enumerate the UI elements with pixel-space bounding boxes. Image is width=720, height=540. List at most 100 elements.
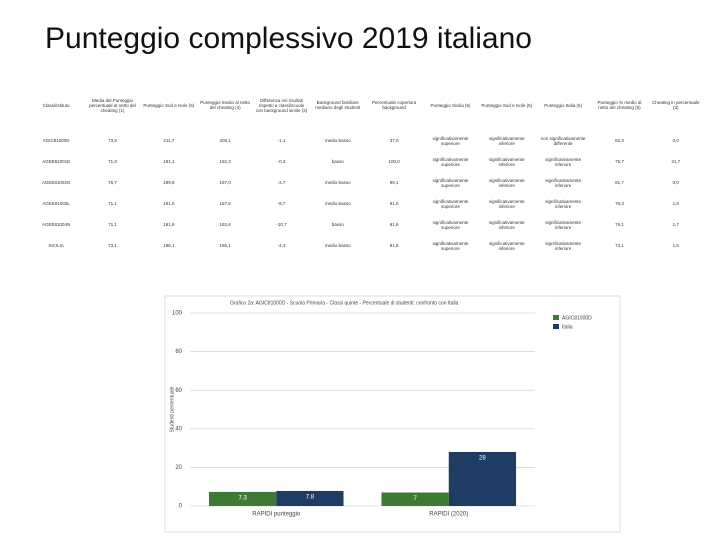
table-cell: 91,6 [389, 222, 399, 227]
table-cell: 99,1 [389, 180, 399, 185]
table-cell: Punteggio % medio al netto del cheating … [597, 100, 642, 110]
table-cell: -1,1 [277, 138, 286, 143]
table-cell: significativamente inferiore [488, 135, 525, 146]
table-cell: 191,8 [163, 222, 175, 227]
table-cell: significativamente inferiore [488, 198, 525, 209]
table-cell: 71,9 [108, 159, 117, 164]
table-cell: 197,0 [219, 180, 231, 185]
table-cell: significativamente superiore [432, 240, 469, 251]
y-tick-label: 100 [172, 311, 183, 317]
value-label: 7.8 [306, 495, 315, 501]
table-cell: 71,1 [108, 222, 117, 227]
x-tick-label: RAPIDI punteggio [252, 512, 301, 518]
table-cell: Punteggio Sud e Isole (5) [143, 102, 195, 108]
table-row: SICILIA 73,1 196,1 196,1 -4,3 medio-basso 91,8… [28, 235, 704, 256]
table-cell: AGEE81001E [42, 159, 71, 164]
table-cell: significativamente inferiore [545, 156, 581, 167]
table-cell: 182,6 [219, 222, 231, 227]
table-cell: 187,6 [219, 201, 231, 206]
table-cell: significativamente inferiore [545, 219, 581, 230]
table-row: Classi/Istituto Media del Punteggio perce… [28, 80, 704, 130]
table-row: AGEE81001E 71,9 191,1 192,3 -0,3 basso 100,0 si… [28, 151, 704, 172]
table-cell: significativamente superiore [432, 219, 469, 230]
table-cell: significativamente superiore [432, 198, 469, 209]
table-row: AGIC81000D 73,8 211,7 208,1 -1,1 medio-basso 3… [28, 130, 704, 151]
bar [381, 492, 449, 506]
table-cell: 211,7 [163, 138, 175, 143]
table-cell: 192,3 [219, 159, 231, 164]
table-cell: 81,7 [615, 180, 624, 185]
y-tick-label: 80 [175, 349, 182, 355]
table-cell: 21,7 [671, 159, 681, 164]
table-cell: 91,8 [389, 201, 399, 206]
value-label: 7 [413, 496, 417, 502]
table-cell: medio-basso [324, 138, 351, 143]
table-cell: 191,8 [163, 201, 175, 206]
table-cell: significativamente inferiore [488, 240, 525, 251]
table-cell: 0,0 [672, 138, 679, 143]
legend-swatch [553, 324, 559, 329]
table-cell: medio-basso [324, 180, 351, 185]
table-cell: 76,7 [108, 180, 117, 185]
table-cell: significativamente superiore [432, 156, 469, 167]
table-cell: 1,6 [672, 243, 679, 248]
table-cell: 100,0 [388, 159, 400, 164]
table-row: AGEE81003L 71,1 191,8 187,6 -8,7 medio-basso 9… [28, 193, 704, 214]
legend-label: Italia [562, 324, 573, 330]
table-cell: significativamente superiore [432, 135, 469, 146]
value-label: 7.3 [238, 495, 247, 501]
table-cell: Classi/Istituto [42, 102, 70, 108]
table-cell: 196,1 [219, 243, 231, 248]
table-cell: 73,1 [615, 243, 624, 248]
table-cell: AGEE81003L [42, 201, 70, 206]
table-cell: -8,7 [277, 201, 286, 206]
table-row: AGEE81004N 71,1 191,8 182,6 -10,7 basso 91,6 si… [28, 214, 704, 235]
table-cell: SICILIA [48, 243, 64, 248]
table-cell: significativamente inferiore [488, 219, 525, 230]
table-cell: 1,8 [672, 201, 679, 206]
table-cell: Punteggio Sud e Isole (5) [481, 102, 533, 108]
y-axis-label: Studenti percentuale [169, 386, 175, 432]
table-cell: 73,1 [108, 243, 117, 248]
table-cell: 71,1 [108, 201, 117, 206]
legend-swatch [553, 315, 559, 320]
table-cell: 76,3 [615, 201, 624, 206]
table-cell: 82,3 [615, 138, 624, 143]
table-cell: Percentuale copertura background [371, 100, 417, 110]
table-cell: 37,0 [389, 138, 399, 143]
table-cell: basso [331, 159, 344, 164]
table-cell: 73,8 [108, 138, 117, 143]
table-cell: 196,1 [163, 243, 175, 248]
table-cell: 0,0 [672, 180, 679, 185]
chart-title: Grafico 2a: AGIC81000D - Scuola Primaria… [230, 300, 459, 306]
slide-title: Punteggio complessivo 2019 italiano [45, 22, 532, 55]
y-tick-label: 20 [175, 465, 182, 471]
table-cell: 76,1 [615, 222, 624, 227]
value-label: 28 [479, 456, 486, 462]
table-cell: Background familiare mediano degli stude… [315, 100, 361, 110]
table-cell: Punteggio Italia (5) [544, 102, 582, 108]
table-row: AGEE81002G 76,7 199,8 197,0 -2,7 medio-basso 9… [28, 172, 704, 193]
table-cell: non significativamente differente [540, 135, 586, 146]
table-cell: AGEE81002G [41, 180, 71, 185]
table-cell: -2,7 [277, 180, 286, 185]
table-cell: Cheating in percentuale (3) [652, 100, 700, 110]
table-cell: medio-basso [324, 243, 351, 248]
table-cell: significativamente superiore [432, 177, 469, 188]
table-cell: 91,8 [389, 243, 399, 248]
chart-frame [164, 295, 621, 533]
table-cell: Media del Punteggio percentuale al netto… [89, 97, 136, 113]
bar [276, 490, 344, 506]
table-cell: 75,7 [615, 159, 624, 164]
table-cell: -4,3 [277, 243, 286, 248]
table-cell: AGIC81000D [42, 138, 70, 143]
bar [208, 491, 277, 506]
bar [448, 451, 517, 506]
y-tick-label: 60 [175, 388, 182, 394]
results-table: Classi/Istituto Media del Punteggio perce… [28, 80, 704, 256]
table-cell: Punteggio medio al netto del cheating (4… [200, 100, 251, 110]
table-cell: AGEE81004N [42, 222, 71, 227]
table-cell: significativamente inferiore [545, 240, 581, 251]
table-cell: -10,7 [276, 222, 287, 227]
table-cell: 199,8 [163, 180, 175, 185]
